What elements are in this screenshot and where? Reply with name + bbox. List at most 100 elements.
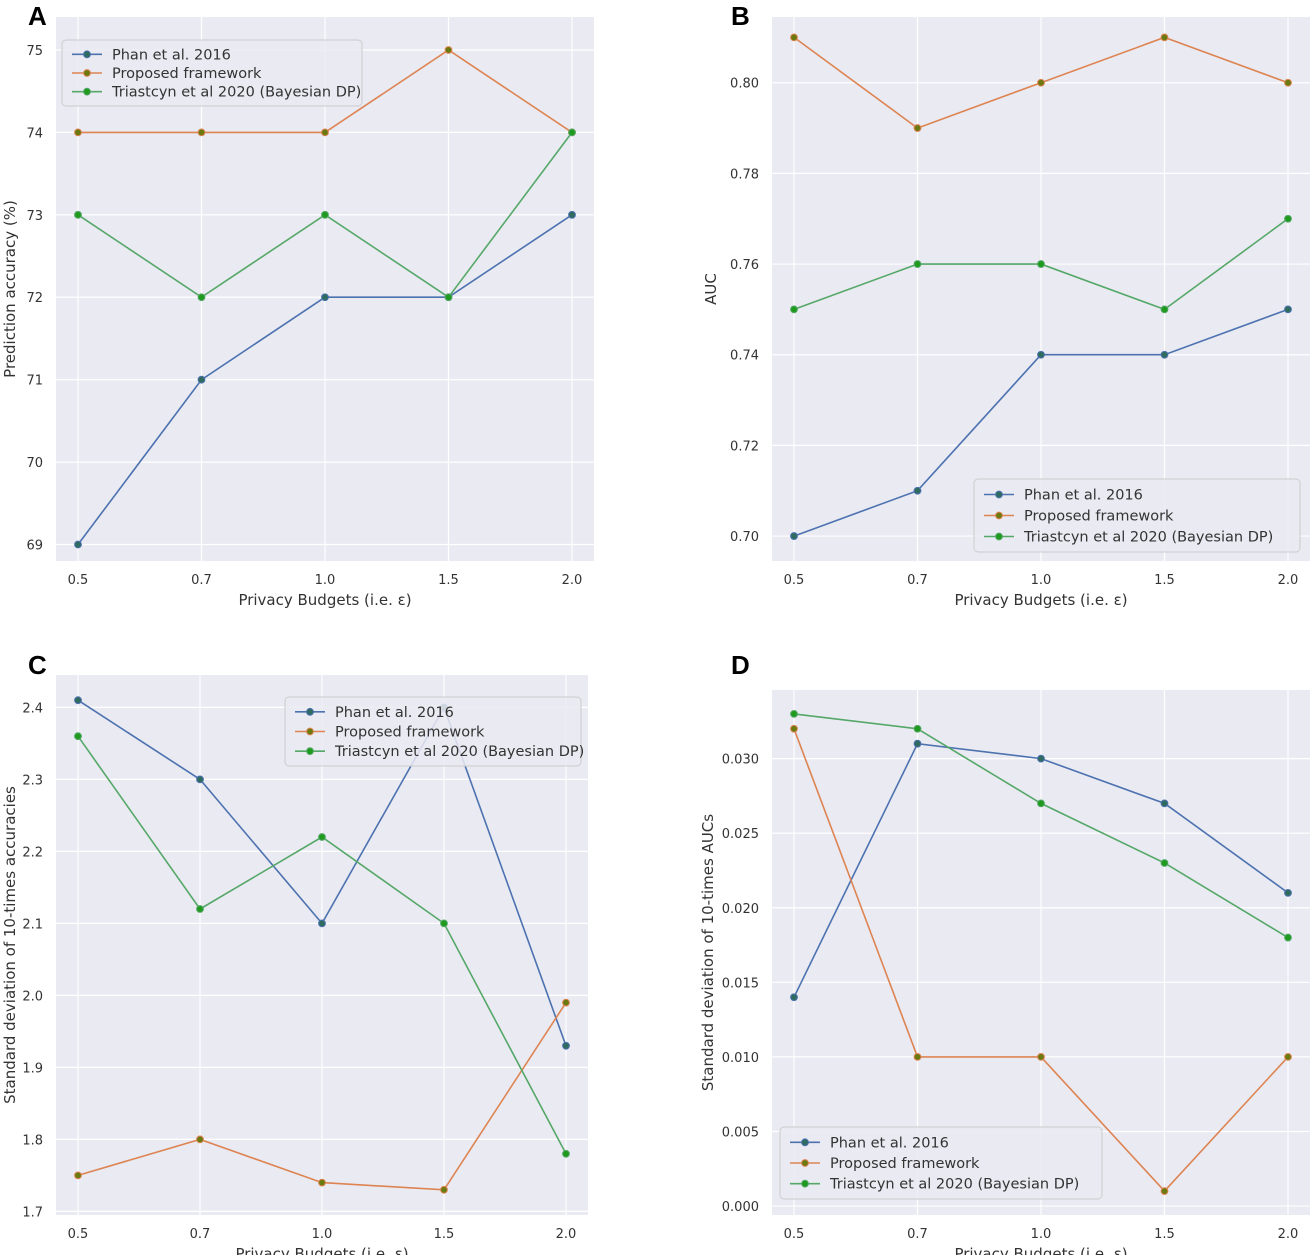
legend-marker [801,1138,809,1147]
x-axis-label: Privacy Budgets (i.e. ε) [238,591,411,609]
x-tick-label: 2.0 [562,573,583,588]
panel-d: 0.5 0.7 1.0 1.5 2.0 0.000 0.005 0.010 0.015 0.020… [699,650,1310,1255]
y-axis-label: Standard deviation of 10-times accuracie… [1,786,19,1104]
data-point [1284,78,1292,87]
data-point [1037,260,1045,268]
y-axis-label: AUC [702,273,720,305]
panel-b: 0.5 0.7 1.0 1.5 2.0 0.70 0.72 0.74 0.76 0.78 0.80 P… [702,1,1310,609]
y-tick-label: 1.8 [22,1133,43,1148]
x-tick-label: 2.0 [556,1227,577,1242]
y-tick-label: 2.3 [22,773,43,788]
legend-marker [801,1179,809,1188]
legend-label: Phan et al. 2016 [335,705,454,721]
data-point [790,305,798,314]
data-point [74,540,82,549]
y-tick-label: 2.0 [22,989,43,1004]
data-point [1037,78,1045,87]
data-point [197,375,206,384]
data-point [1037,754,1045,763]
legend-box [284,696,582,767]
x-tick-label: 0.5 [784,573,805,588]
y-tick-label: 0.74 [730,349,759,364]
data-point [790,33,798,42]
legend-label: Proposed framework [830,1156,980,1172]
legend-marker [995,490,1003,499]
data-point [790,709,798,718]
x-tick-label: 2.0 [1278,1227,1299,1242]
data-point [913,739,922,748]
data-point [74,696,82,705]
y-tick-label: 72 [26,291,43,306]
data-point [1284,888,1292,897]
data-point [1160,1187,1169,1196]
y-tick-label: 2.1 [22,917,43,932]
x-axis-label: Privacy Budgets (i.e. ε) [954,1245,1127,1255]
panel-letter: C [28,650,47,680]
legend-marker [306,747,314,756]
y-tick-label: 2.4 [22,701,43,716]
x-tick-label: 0.5 [68,1227,89,1242]
data-point [444,293,453,302]
data-point [321,128,329,137]
panel-letter: B [731,1,750,31]
y-tick-label: 0.015 [722,976,759,991]
data-point [196,905,204,913]
data-point [318,919,326,928]
data-point [568,128,576,137]
legend-box [61,39,363,107]
x-axis-label: Privacy Budgets (i.e. ε) [235,1245,408,1255]
x-axis-label: Privacy Budgets (i.e. ε) [954,591,1127,609]
y-tick-label: 0.005 [722,1125,759,1140]
data-point [1037,1053,1045,1061]
data-point [197,128,206,137]
y-tick-label: 0.010 [722,1051,759,1066]
data-point [1160,350,1169,359]
x-tick-label: 2.0 [1278,573,1299,588]
legend: Phan et al. 2016 Proposed framework Triast… [61,39,363,107]
panel-letter: D [731,650,750,680]
data-point [74,128,82,137]
y-tick-label: 70 [26,456,43,471]
legend-marker [83,69,91,77]
data-point [1284,214,1292,223]
y-tick-label: 69 [26,539,43,554]
x-tick-label: 1.5 [1154,1227,1175,1242]
legend-label: Proposed framework [112,66,262,82]
x-tick-label: 1.0 [1031,573,1052,588]
data-point [440,919,448,928]
data-point [318,1178,326,1187]
data-point [1160,799,1169,808]
data-point [1160,305,1169,314]
y-tick-label: 0.70 [730,530,759,545]
data-point [74,210,82,219]
y-axis-label: Standard deviation of 10-times AUCs [699,814,717,1091]
panel-letter: A [28,1,47,31]
data-point [196,775,204,784]
x-tick-label: 1.0 [315,573,336,588]
data-point [562,998,570,1007]
legend-box [973,478,1301,553]
y-tick-label: 1.9 [22,1061,43,1076]
y-tick-label: 0.78 [730,167,759,182]
legend-marker [83,87,91,96]
data-point [1160,859,1169,867]
y-tick-label: 0.72 [730,439,759,454]
x-tick-label: 0.7 [907,1227,928,1242]
legend-marker [306,707,314,716]
legend: Phan et al. 2016 Proposed framework Triast… [284,696,584,767]
data-point [913,124,922,132]
data-point [440,1185,448,1194]
y-tick-label: 0.030 [722,753,759,768]
data-point [568,210,576,219]
x-tick-label: 0.7 [190,1227,211,1242]
data-point [790,724,798,733]
data-point [1037,799,1045,808]
x-tick-label: 1.5 [1154,573,1175,588]
data-point [790,993,798,1002]
data-point [1284,305,1292,314]
legend-marker [995,532,1003,541]
data-point [913,1053,922,1061]
y-tick-label: 0.020 [722,902,759,917]
data-point [913,486,922,495]
